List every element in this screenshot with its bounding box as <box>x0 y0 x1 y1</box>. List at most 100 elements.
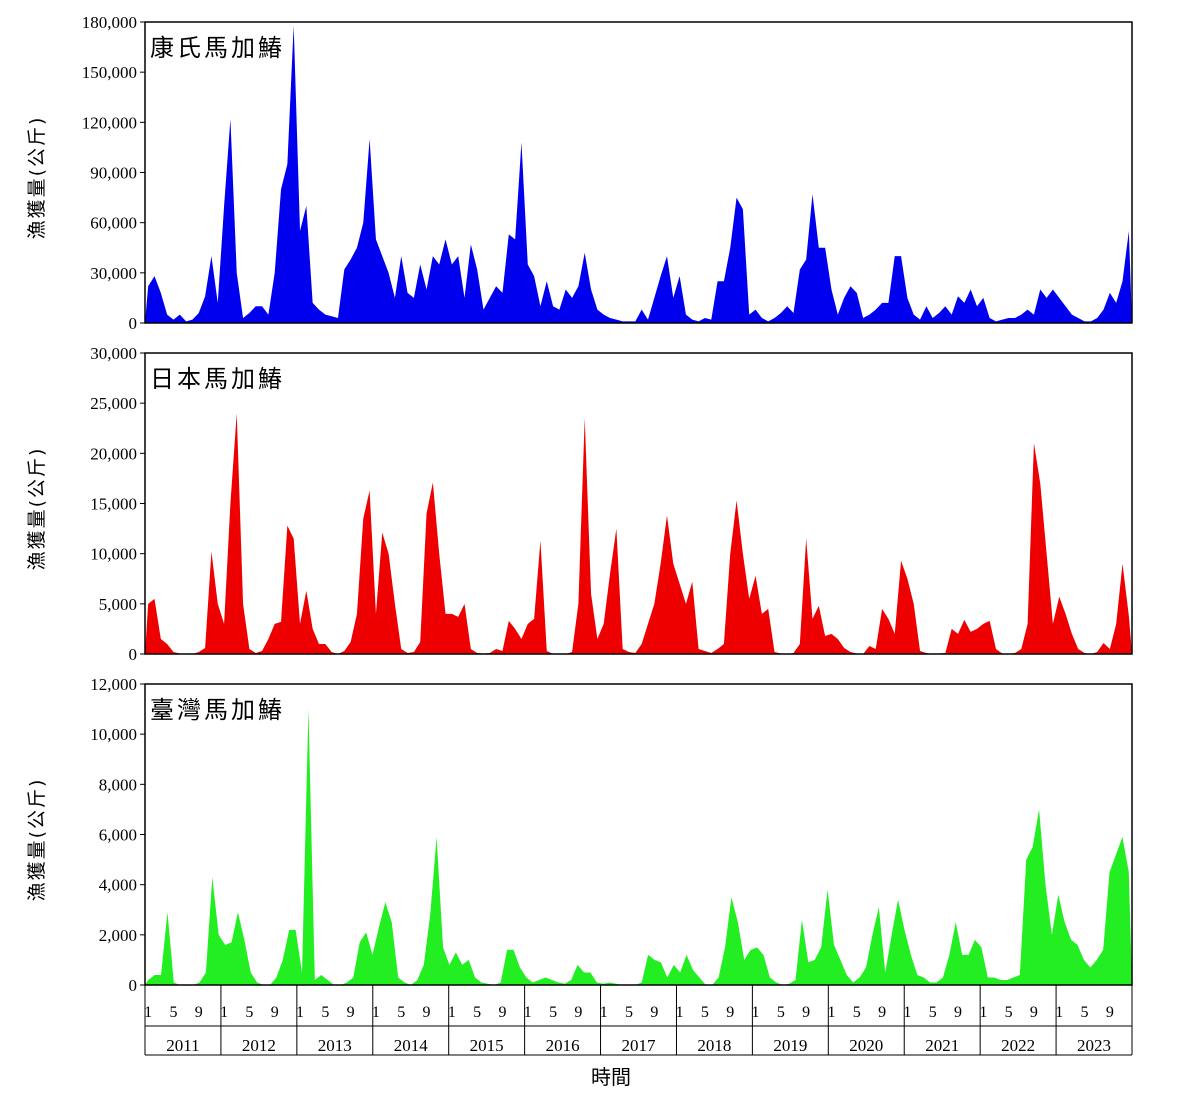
month-tick-label: 9 <box>423 1004 431 1021</box>
panel-2: 0 5,000 10,000 15,000 20,000 25,000 30,000 漁獲量(… <box>26 344 1133 664</box>
month-tick-label: 9 <box>650 1004 658 1021</box>
panel-title: 康氏馬加鰆 <box>150 34 285 62</box>
month-tick-label: 5 <box>549 1004 557 1021</box>
y-tick-label: 12,000 <box>90 675 137 694</box>
y-tick-label: 10,000 <box>90 545 137 564</box>
y-tick-label: 25,000 <box>90 394 137 413</box>
month-tick-label: 5 <box>777 1004 785 1021</box>
y-tick-label: 0 <box>129 976 138 995</box>
month-tick-label: 1 <box>676 1004 684 1021</box>
y-tick-label: 10,000 <box>90 725 137 744</box>
year-label: 2019 <box>773 1036 807 1055</box>
y-tick-label: 0 <box>129 314 138 333</box>
chart-panels: 0 30,000 60,000 90,000 120,000 150,000 180,000… <box>26 13 1133 995</box>
month-tick-label: 1 <box>144 1004 152 1021</box>
area-series-1 <box>145 25 1132 324</box>
month-tick-label: 1 <box>372 1004 380 1021</box>
y-tick-label: 8,000 <box>99 775 137 794</box>
x-year-group: 1 5 9 2017 <box>600 985 658 1055</box>
y-tick-label: 4,000 <box>99 876 137 895</box>
month-tick-label: 5 <box>169 1004 177 1021</box>
y-tick-label: 150,000 <box>82 63 137 82</box>
area-series-3 <box>145 709 1132 985</box>
month-tick-label: 1 <box>296 1004 304 1021</box>
y-axis-title: 漁獲量(公斤) <box>26 116 48 240</box>
month-tick-label: 5 <box>853 1004 861 1021</box>
panel-title: 臺灣馬加鰆 <box>150 696 285 724</box>
month-tick-label: 5 <box>701 1004 709 1021</box>
y-tick-label: 180,000 <box>82 13 137 32</box>
x-year-group: 1 5 9 2011 <box>144 985 203 1055</box>
year-label: 2011 <box>166 1036 199 1055</box>
year-label: 2023 <box>1077 1036 1111 1055</box>
x-axis-title: 時間 <box>591 1065 631 1089</box>
y-tick-label: 90,000 <box>90 164 137 183</box>
month-tick-label: 9 <box>802 1004 810 1021</box>
panel-title: 日本馬加鰆 <box>150 365 285 393</box>
month-tick-label: 9 <box>195 1004 203 1021</box>
x-year-group: 1 5 9 2013 <box>296 985 355 1055</box>
year-label: 2014 <box>394 1036 429 1055</box>
month-tick-label: 9 <box>1106 1004 1114 1021</box>
y-tick-label: 120,000 <box>82 113 137 132</box>
panel-1: 0 30,000 60,000 90,000 120,000 150,000 180,000… <box>26 13 1133 333</box>
year-label: 2016 <box>546 1036 580 1055</box>
y-tick-label: 30,000 <box>90 344 137 363</box>
y-tick-label: 60,000 <box>90 214 137 233</box>
x-year-group: 1 5 9 2023 <box>1055 985 1114 1055</box>
year-label: 2015 <box>470 1036 504 1055</box>
y-tick-label: 20,000 <box>90 444 137 463</box>
month-tick-label: 1 <box>979 1004 987 1021</box>
area-series-2 <box>145 413 1132 654</box>
month-tick-label: 1 <box>752 1004 760 1021</box>
month-tick-label: 5 <box>245 1004 253 1021</box>
month-tick-label: 5 <box>473 1004 481 1021</box>
y-axis-title: 漁獲量(公斤) <box>26 778 48 902</box>
month-tick-label: 5 <box>625 1004 633 1021</box>
x-year-group: 1 5 9 2014 <box>372 985 431 1055</box>
x-year-group: 1 5 9 2022 <box>979 985 1038 1055</box>
year-label: 2018 <box>697 1036 731 1055</box>
x-year-group: 1 5 9 2016 <box>524 985 582 1055</box>
year-label: 2012 <box>242 1036 276 1055</box>
month-tick-label: 9 <box>271 1004 279 1021</box>
x-year-group: 1 5 9 2021 <box>903 985 962 1055</box>
x-year-group: 1 5 9 2015 <box>448 985 506 1055</box>
x-year-group: 1 5 9 2018 <box>676 985 734 1055</box>
month-tick-label: 5 <box>397 1004 405 1021</box>
y-tick-label: 5,000 <box>99 595 137 614</box>
year-label: 2020 <box>849 1036 883 1055</box>
y-tick-label: 0 <box>129 645 138 664</box>
month-tick-label: 1 <box>600 1004 608 1021</box>
month-tick-label: 1 <box>903 1004 911 1021</box>
y-tick-label: 30,000 <box>90 264 137 283</box>
month-tick-label: 5 <box>1081 1004 1089 1021</box>
year-label: 2021 <box>925 1036 959 1055</box>
y-tick-label: 2,000 <box>99 926 137 945</box>
month-tick-label: 1 <box>220 1004 228 1021</box>
month-tick-label: 9 <box>878 1004 886 1021</box>
month-tick-label: 1 <box>524 1004 532 1021</box>
month-tick-label: 9 <box>1030 1004 1038 1021</box>
month-tick-label: 9 <box>574 1004 582 1021</box>
x-year-group: 1 5 9 2012 <box>220 985 279 1055</box>
month-tick-label: 5 <box>1005 1004 1013 1021</box>
panel-3: 0 2,000 4,000 6,000 8,000 10,000 12,000 漁獲量(公斤)… <box>26 675 1133 995</box>
y-axis-title: 漁獲量(公斤) <box>26 447 48 571</box>
month-tick-label: 5 <box>321 1004 329 1021</box>
month-tick-label: 9 <box>954 1004 962 1021</box>
month-tick-label: 1 <box>1055 1004 1063 1021</box>
month-tick-label: 9 <box>726 1004 734 1021</box>
y-tick-label: 6,000 <box>99 826 137 845</box>
month-tick-label: 9 <box>498 1004 506 1021</box>
year-label: 2022 <box>1001 1036 1035 1055</box>
month-tick-label: 5 <box>929 1004 937 1021</box>
x-year-group: 1 5 9 2020 <box>827 985 886 1055</box>
year-label: 2013 <box>318 1036 352 1055</box>
year-label: 2017 <box>622 1036 657 1055</box>
month-tick-label: 1 <box>448 1004 456 1021</box>
month-tick-label: 1 <box>827 1004 835 1021</box>
y-tick-label: 15,000 <box>90 495 137 514</box>
